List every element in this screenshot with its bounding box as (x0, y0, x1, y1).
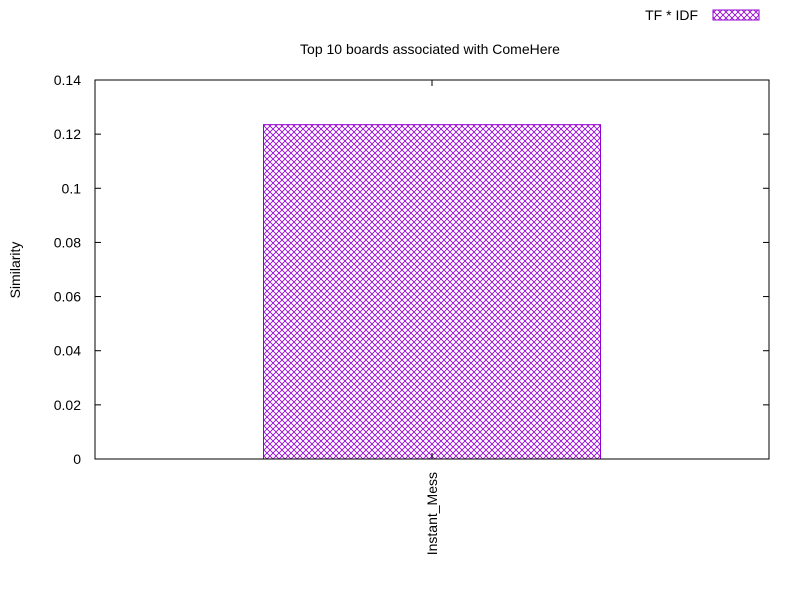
y-tick-label: 0.14 (54, 72, 81, 88)
y-tick-label: 0.02 (54, 397, 81, 413)
chart-title: Top 10 boards associated with ComeHere (300, 41, 560, 57)
plot-frame (94, 79, 770, 460)
y-axis-ticks: 0 0.02 0.04 0.06 0.08 0.1 0.12 0.14 (54, 72, 769, 467)
legend-label-tf-idf: TF * IDF (645, 7, 698, 23)
y-tick-label: 0.12 (54, 126, 81, 142)
legend-swatch (712, 9, 760, 21)
x-tick-label: Instant_Mess (424, 472, 440, 555)
y-tick-label: 0.08 (54, 234, 81, 250)
y-axis-label: Similarity (7, 242, 23, 299)
y-tick-label: 0.04 (54, 343, 81, 359)
x-axis-ticks: Instant_Mess (424, 80, 440, 555)
bar-instant-mess (263, 124, 601, 460)
legend: TF * IDF (645, 7, 760, 23)
y-tick-label: 0 (73, 451, 81, 467)
bars (263, 124, 601, 460)
y-tick-label: 0.06 (54, 289, 81, 305)
y-tick-label: 0.1 (62, 180, 82, 196)
